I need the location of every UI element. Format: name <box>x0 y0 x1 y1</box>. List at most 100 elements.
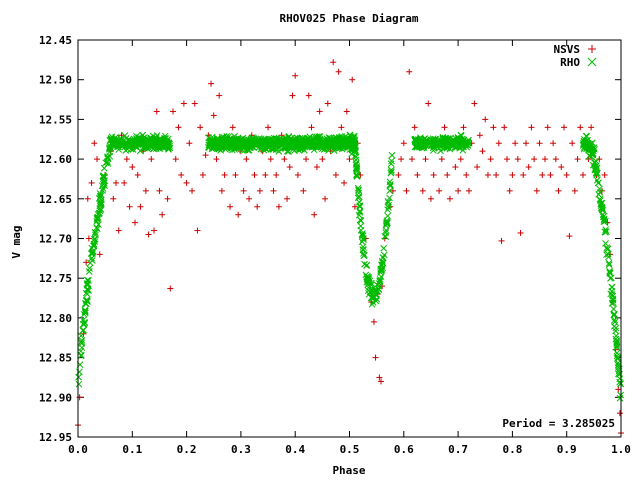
rho-point <box>238 146 246 154</box>
rho-point <box>593 171 601 179</box>
rho-point <box>306 138 313 145</box>
rho-point <box>600 216 608 224</box>
rho-point <box>600 218 608 226</box>
rho-point <box>207 138 215 145</box>
rho-point <box>606 269 614 276</box>
nsvs-point <box>512 140 519 147</box>
rho-point <box>357 217 365 225</box>
rho-point <box>411 137 419 145</box>
rho-point <box>152 137 160 144</box>
nsvs-point <box>349 76 356 83</box>
rho-point <box>360 236 367 243</box>
nsvs-point <box>313 164 320 171</box>
rho-point <box>387 160 395 168</box>
rho-point <box>266 141 274 148</box>
rho-point <box>382 229 390 236</box>
nsvs-point <box>514 156 521 163</box>
rho-point <box>367 279 375 287</box>
nsvs-point <box>376 374 383 381</box>
nsvs-point <box>189 187 196 194</box>
nsvs-point <box>156 187 163 194</box>
nsvs-point <box>151 227 158 234</box>
rho-point <box>338 145 346 153</box>
nsvs-point <box>251 171 258 178</box>
y-tick-label: 12.45 <box>39 34 72 47</box>
rho-point <box>432 142 440 150</box>
nsvs-point <box>544 124 551 131</box>
rho-point <box>446 137 454 145</box>
nsvs-point <box>227 203 234 210</box>
rho-point <box>354 184 362 192</box>
rho-point <box>371 286 379 294</box>
nsvs-point <box>616 410 623 417</box>
rho-point <box>93 225 101 233</box>
rho-point <box>329 142 337 150</box>
nsvs-point <box>303 156 310 163</box>
rho-point <box>443 144 451 152</box>
y-tick-label: 12.60 <box>39 153 72 166</box>
rho-point <box>459 137 467 145</box>
rho-point <box>79 327 87 334</box>
rho-point <box>88 244 96 252</box>
rho-point <box>364 277 371 285</box>
nsvs-point <box>517 229 524 236</box>
rho-point <box>149 132 157 140</box>
rho-point <box>384 212 392 220</box>
rho-point <box>339 143 346 151</box>
nsvs-point <box>574 156 581 163</box>
rho-point <box>316 135 324 143</box>
nsvs-point <box>438 156 445 163</box>
nsvs-point <box>88 179 95 186</box>
rho-point <box>584 136 591 144</box>
rho-point <box>127 145 135 153</box>
nsvs-point <box>84 195 91 202</box>
rho-point <box>104 153 111 160</box>
nsvs-point <box>273 171 280 178</box>
nsvs-point <box>484 171 491 178</box>
nsvs-point <box>194 227 201 234</box>
nsvs-point <box>414 171 421 178</box>
nsvs-point <box>541 156 548 163</box>
nsvs-point <box>235 211 242 218</box>
nsvs-point <box>113 179 120 186</box>
rho-point <box>388 168 395 176</box>
rho-point <box>606 267 613 275</box>
nsvs-point <box>123 156 130 163</box>
nsvs-point <box>137 203 144 210</box>
rho-point <box>287 139 295 147</box>
rho-point <box>457 131 465 139</box>
rho-point <box>123 139 131 147</box>
nsvs-point <box>229 124 236 131</box>
rho-point <box>353 165 360 172</box>
rho-point <box>384 206 391 214</box>
nsvs-point <box>503 156 510 163</box>
rho-point <box>441 144 449 152</box>
nsvs-point <box>400 140 407 147</box>
nsvs-point <box>341 179 348 186</box>
nsvs-point <box>425 100 432 107</box>
rho-point <box>608 283 616 291</box>
rho-point <box>603 244 611 252</box>
nsvs-point <box>256 187 263 194</box>
rho-point <box>614 354 622 362</box>
rho-point <box>580 141 588 148</box>
rho-point <box>303 143 311 151</box>
rho-point <box>359 230 366 237</box>
nsvs-point <box>377 378 384 385</box>
nsvs-point <box>536 140 543 147</box>
nsvs-point <box>246 195 253 202</box>
period-annotation: Period = 3.285025 <box>502 417 615 430</box>
rho-point <box>265 139 273 146</box>
rho-point <box>607 274 615 282</box>
nsvs-point <box>419 187 426 194</box>
rho-point <box>94 214 101 221</box>
rho-point <box>353 171 361 179</box>
nsvs-point <box>286 164 293 171</box>
rho-point <box>272 134 280 142</box>
rho-point <box>616 375 623 382</box>
nsvs-point <box>121 179 128 186</box>
rho-point <box>87 259 94 267</box>
rho-point <box>353 163 361 170</box>
nsvs-point <box>180 100 187 107</box>
nsvs-point <box>110 195 117 202</box>
